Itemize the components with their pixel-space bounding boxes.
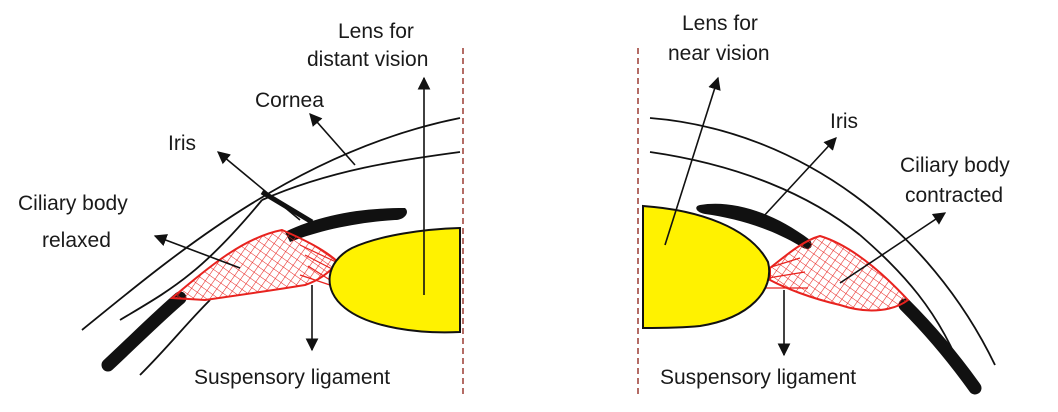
left-choroid-band (101, 291, 187, 372)
right-ligament-label: Suspensory ligament (660, 366, 856, 389)
left-ligament-label: Suspensory ligament (194, 366, 390, 389)
right-lens-arrow (664, 76, 721, 246)
left-lens-label-line2: distant vision (307, 48, 428, 71)
right-sclera-outer-curve (649, 117, 996, 366)
right-iris-arrow (761, 137, 837, 219)
left-iris (285, 208, 407, 242)
left-iris-arrow (217, 151, 301, 221)
right-iris (696, 203, 812, 249)
left-sclera-outer-curve (81, 117, 461, 331)
left-lens-label-line1: Lens for (338, 20, 414, 43)
left-choroid-lower-curve (139, 299, 211, 376)
right-iris-label: Iris (830, 110, 858, 133)
left-suspensory-fibers (299, 244, 337, 286)
left-cornea-label: Cornea (255, 89, 324, 112)
right-cornea-inner-curve (649, 151, 861, 236)
right-choroid-band (898, 298, 982, 395)
left-ciliary-label-line2: relaxed (42, 229, 111, 252)
left-ciliary-arrow (153, 234, 241, 269)
left-ciliary-label-line1: Ciliary body (18, 192, 128, 215)
right-suspensory-fibers (766, 257, 808, 289)
left-iris-stalk (260, 189, 314, 225)
left-sclera-inner-curve (119, 199, 263, 321)
right-ciliary-arrow (839, 212, 947, 284)
right-panel: Lens for near vision Iris Ciliary body c… (637, 12, 1010, 395)
right-lens-label-line2: near vision (668, 42, 770, 65)
left-lens (328, 226, 461, 334)
right-lens (642, 204, 771, 330)
left-cornea-arrow (309, 113, 356, 166)
right-lens-label-line1: Lens for (682, 12, 758, 35)
right-ciliary-label-line1: Ciliary body (900, 154, 1010, 177)
left-iris-label: Iris (168, 132, 196, 155)
left-cornea-inner-curve (261, 151, 461, 201)
left-panel: Lens for distant vision Cornea Iris Cili… (18, 20, 464, 395)
right-ciliary-body (769, 234, 910, 312)
right-ciliary-label-line2: contracted (905, 184, 1003, 207)
